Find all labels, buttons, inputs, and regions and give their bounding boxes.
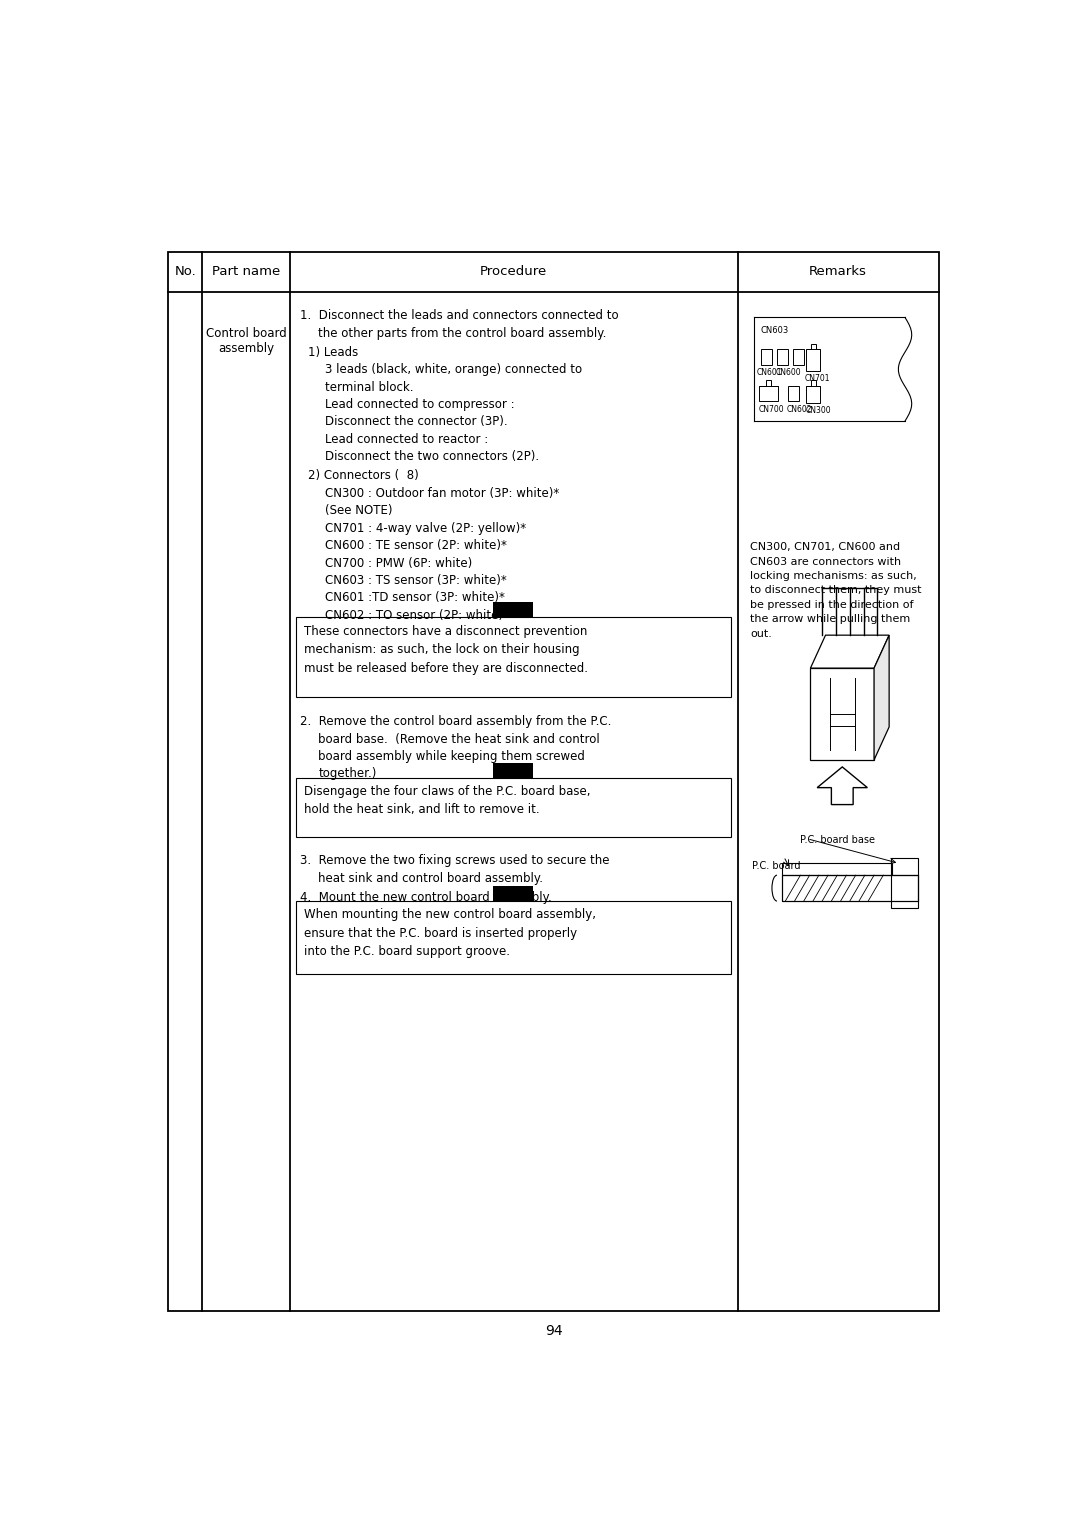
- Text: Control board
assembly: Control board assembly: [205, 327, 286, 354]
- Text: Disengage the four claws of the P.C. board base,
hold the heat sink, and lift to: Disengage the four claws of the P.C. boa…: [305, 785, 591, 816]
- Bar: [782, 876, 918, 902]
- Text: 2) Connectors (  8): 2) Connectors ( 8): [308, 469, 419, 483]
- Bar: [494, 886, 534, 902]
- Text: CN603 : TS sensor (3P: white)*: CN603 : TS sensor (3P: white)*: [325, 575, 507, 587]
- Text: CN600: CN600: [775, 368, 801, 377]
- Text: 3 leads (black, white, orange) connected to: 3 leads (black, white, orange) connected…: [325, 364, 582, 376]
- Text: 94: 94: [544, 1323, 563, 1337]
- Text: Lead connected to reactor :: Lead connected to reactor :: [325, 432, 488, 446]
- Text: together.): together.): [319, 767, 377, 781]
- Text: When mounting the new control board assembly,
ensure that the P.C. board is inse: When mounting the new control board asse…: [305, 908, 596, 958]
- Text: CN701 : 4-way valve (2P: yellow)*: CN701 : 4-way valve (2P: yellow)*: [325, 521, 526, 535]
- Text: board assembly while keeping them screwed: board assembly while keeping them screwe…: [319, 750, 585, 762]
- Text: Lead connected to compressor :: Lead connected to compressor :: [325, 399, 515, 411]
- Polygon shape: [874, 636, 889, 759]
- Text: 1) Leads: 1) Leads: [308, 345, 359, 359]
- Text: CN700: CN700: [758, 405, 784, 414]
- Text: CN300, CN701, CN600 and
CN603 are connectors with
locking mechanisms: as such,
t: CN300, CN701, CN600 and CN603 are connec…: [751, 542, 921, 639]
- Text: 2.  Remove the control board assembly from the P.C.: 2. Remove the control board assembly fro…: [300, 715, 611, 729]
- Text: CN602: CN602: [787, 405, 812, 414]
- Text: board base.  (Remove the heat sink and control: board base. (Remove the heat sink and co…: [319, 732, 600, 746]
- Text: 1.  Disconnect the leads and connectors connected to: 1. Disconnect the leads and connectors c…: [300, 309, 619, 322]
- Text: P.C. board base: P.C. board base: [800, 836, 876, 845]
- Text: Procedure: Procedure: [481, 264, 548, 278]
- Text: Disconnect the connector (3P).: Disconnect the connector (3P).: [325, 416, 508, 428]
- Text: terminal block.: terminal block.: [325, 380, 414, 394]
- Text: 3.  Remove the two fixing screws used to secure the: 3. Remove the two fixing screws used to …: [300, 854, 609, 868]
- Text: P.C. board: P.C. board: [752, 862, 800, 871]
- Bar: [494, 762, 534, 778]
- Text: CN602 : TO sensor (2P: white): CN602 : TO sensor (2P: white): [325, 608, 503, 622]
- Text: Disconnect the two connectors (2P).: Disconnect the two connectors (2P).: [325, 451, 539, 463]
- Text: CN603: CN603: [760, 325, 788, 335]
- Text: (See NOTE): (See NOTE): [325, 504, 392, 518]
- Text: 4.  Mount the new control board assembly.: 4. Mount the new control board assembly.: [300, 891, 552, 905]
- Text: CN300 : Outdoor fan motor (3P: white)*: CN300 : Outdoor fan motor (3P: white)*: [325, 487, 559, 500]
- Text: the other parts from the control board assembly.: the other parts from the control board a…: [319, 327, 607, 339]
- Text: CN601: CN601: [757, 368, 782, 377]
- Bar: [494, 602, 534, 617]
- Text: CN300: CN300: [806, 406, 832, 416]
- Text: These connectors have a disconnect prevention
mechanism: as such, the lock on th: These connectors have a disconnect preve…: [305, 625, 589, 674]
- Text: heat sink and control board assembly.: heat sink and control board assembly.: [319, 871, 543, 885]
- Text: CN601 :TD sensor (3P: white)*: CN601 :TD sensor (3P: white)*: [325, 591, 504, 605]
- Text: No.: No.: [174, 264, 197, 278]
- Text: CN600 : TE sensor (2P: white)*: CN600 : TE sensor (2P: white)*: [325, 539, 507, 552]
- Text: Remarks: Remarks: [809, 264, 867, 278]
- Text: Part name: Part name: [212, 264, 280, 278]
- Text: CN700 : PMW (6P: white): CN700 : PMW (6P: white): [325, 556, 472, 570]
- Polygon shape: [810, 636, 889, 668]
- Text: CN701: CN701: [805, 374, 831, 384]
